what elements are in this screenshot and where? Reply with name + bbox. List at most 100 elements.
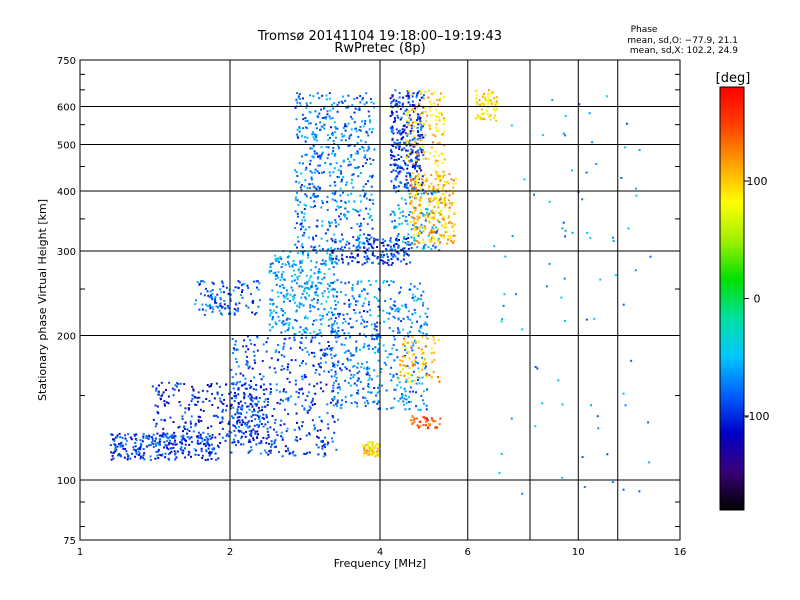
scatter-point xyxy=(184,421,187,424)
scatter-point xyxy=(310,339,313,342)
scatter-point xyxy=(302,234,305,237)
scatter-point xyxy=(253,354,256,357)
scatter-point xyxy=(541,402,544,405)
scatter-point xyxy=(216,391,219,394)
scatter-point xyxy=(167,437,170,440)
scatter-point xyxy=(299,346,301,349)
scatter-point xyxy=(408,124,411,127)
scatter-point xyxy=(306,411,309,414)
scatter-point xyxy=(238,281,241,284)
scatter-point xyxy=(407,97,410,100)
x-tick-label: 2 xyxy=(227,547,233,558)
scatter-point xyxy=(316,115,319,118)
scatter-point xyxy=(595,163,598,165)
scatter-point xyxy=(503,293,506,296)
scatter-point xyxy=(435,426,438,428)
scatter-point xyxy=(233,307,236,310)
scatter-point xyxy=(311,182,314,185)
scatter-point xyxy=(452,179,455,182)
scatter-point xyxy=(220,291,223,294)
scatter-point xyxy=(411,138,414,141)
scatter-point xyxy=(363,310,365,313)
scatter-point xyxy=(357,135,360,138)
scatter-point xyxy=(347,322,350,325)
scatter-point xyxy=(439,179,442,181)
scatter-point xyxy=(271,326,274,329)
scatter-point xyxy=(262,436,265,439)
scatter-point xyxy=(521,328,524,331)
scatter-point xyxy=(429,200,432,203)
scatter-point xyxy=(277,358,280,361)
scatter-point xyxy=(134,449,137,452)
scatter-point xyxy=(316,152,318,155)
scatter-point xyxy=(430,103,433,106)
scatter-point xyxy=(412,422,415,425)
scatter-point xyxy=(299,97,302,100)
scatter-point xyxy=(328,222,331,225)
scatter-point xyxy=(449,234,452,237)
scatter-point xyxy=(402,136,405,139)
scatter-point xyxy=(319,318,322,321)
scatter-point xyxy=(390,379,393,382)
scatter-point xyxy=(406,111,409,114)
scatter-point xyxy=(321,292,324,295)
scatter-point xyxy=(196,281,199,284)
scatter-point xyxy=(363,242,366,245)
scatter-point xyxy=(207,447,210,450)
scatter-point xyxy=(127,455,130,458)
scatter-point xyxy=(420,139,423,142)
scatter-point xyxy=(424,157,427,160)
scatter-point xyxy=(313,195,316,198)
scatter-point xyxy=(624,146,627,149)
scatter-point xyxy=(403,374,406,377)
scatter-point xyxy=(316,301,319,304)
scatter-point xyxy=(276,291,279,294)
scatter-point xyxy=(256,336,259,339)
scatter-point xyxy=(361,263,364,266)
scatter-point xyxy=(337,223,340,226)
scatter-point xyxy=(277,295,280,298)
scatter-point xyxy=(496,102,499,105)
scatter-point xyxy=(317,436,320,439)
scatter-point xyxy=(397,328,400,331)
scatter-point xyxy=(393,397,396,400)
scatter-point xyxy=(367,234,370,236)
scatter-point xyxy=(251,367,254,370)
scatter-point xyxy=(245,387,248,390)
scatter-point xyxy=(405,95,408,97)
scatter-point xyxy=(277,344,280,346)
scatter-point xyxy=(371,199,374,202)
scatter-point xyxy=(392,255,395,258)
scatter-point xyxy=(334,300,337,303)
scatter-point xyxy=(316,92,319,95)
scatter-point xyxy=(288,322,291,325)
scatter-point xyxy=(356,402,358,405)
scatter-point xyxy=(358,107,361,110)
scatter-point xyxy=(244,382,247,385)
scatter-point xyxy=(398,158,400,160)
scatter-point xyxy=(414,207,417,209)
scatter-point xyxy=(298,130,301,133)
scatter-point xyxy=(417,234,420,237)
scatter-point xyxy=(195,299,197,302)
scatter-point xyxy=(402,102,404,105)
scatter-point xyxy=(337,330,340,332)
scatter-point xyxy=(158,384,160,387)
scatter-point xyxy=(403,342,406,345)
scatter-point xyxy=(320,206,323,209)
scatter-point xyxy=(359,95,362,97)
scatter-point xyxy=(430,192,433,195)
scatter-point xyxy=(413,299,416,302)
scatter-point xyxy=(295,180,298,183)
scatter-point xyxy=(356,300,359,303)
scatter-point xyxy=(321,171,324,174)
scatter-point xyxy=(327,324,330,327)
scatter-point xyxy=(340,403,343,406)
scatter-point xyxy=(285,293,288,296)
scatter-point xyxy=(452,182,455,185)
scatter-point xyxy=(411,160,413,163)
scatter-point xyxy=(336,127,339,130)
scatter-point xyxy=(419,226,422,228)
scatter-point xyxy=(275,311,278,314)
scatter-point xyxy=(352,297,355,300)
